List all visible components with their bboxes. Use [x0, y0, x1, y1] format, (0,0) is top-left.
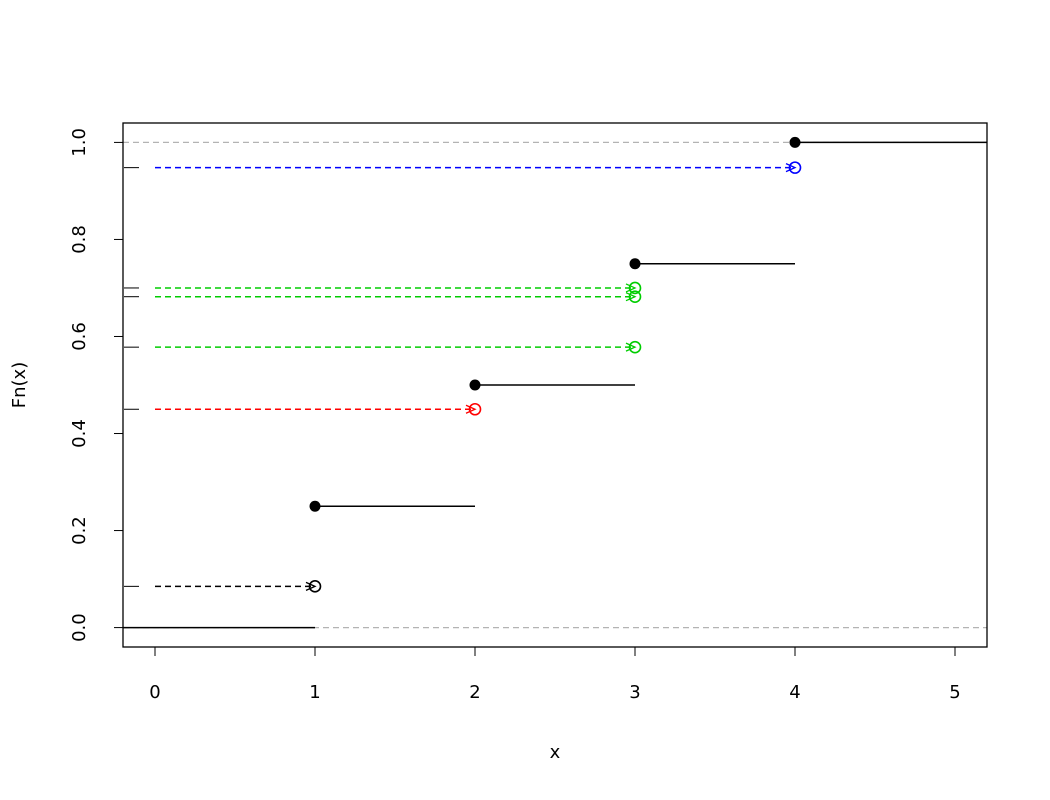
x-tick-label: 5: [949, 682, 960, 703]
x-axis-label: x: [550, 742, 561, 763]
arrow-head: [785, 163, 797, 173]
y-tick-label: 0.2: [69, 516, 90, 545]
arrow-head: [625, 342, 637, 352]
lookup-point: [628, 290, 642, 303]
lookup-point: [628, 281, 642, 295]
step-point: [469, 379, 481, 391]
y-axis-label: Fn(x): [9, 362, 30, 408]
step-point: [309, 500, 321, 512]
arrow-head: [625, 283, 637, 293]
arrow-head: [465, 404, 477, 414]
x-tick-label: 2: [469, 682, 480, 703]
arrow-head: [305, 581, 317, 591]
lookup-point: [788, 161, 802, 174]
lookup-point: [308, 580, 322, 593]
step-point: [629, 258, 641, 270]
x-tick-label: 3: [629, 682, 640, 703]
y-tick-label: 0.6: [69, 322, 90, 351]
x-tick-label: 1: [309, 682, 320, 703]
arrow-head: [625, 292, 637, 302]
y-tick-label: 1.0: [69, 128, 90, 157]
y-tick-label: 0.0: [69, 613, 90, 642]
plot-frame: [122, 122, 988, 648]
x-tick-label: 0: [149, 682, 160, 703]
lookup-point: [628, 340, 642, 354]
x-tick-label: 4: [789, 682, 800, 703]
y-tick-label: 0.8: [69, 225, 90, 254]
step-point: [789, 136, 801, 148]
y-tick-label: 0.4: [69, 419, 90, 448]
lookup-point: [468, 402, 482, 416]
